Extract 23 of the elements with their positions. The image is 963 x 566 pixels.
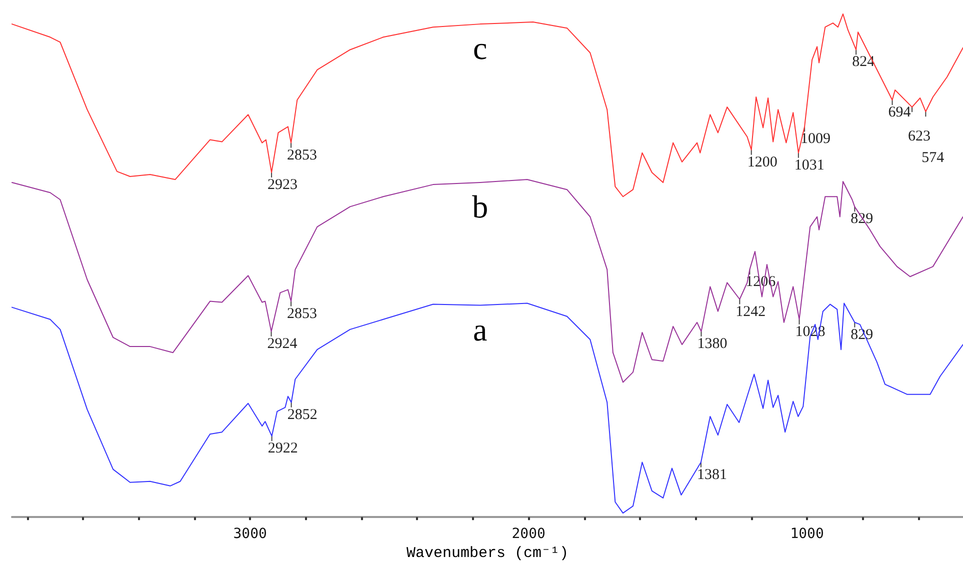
x-tick-label: 1000 [790, 526, 824, 542]
annotation: 1031 [794, 157, 824, 174]
x-tick-label: 2000 [512, 526, 546, 542]
annotation: 2853 [287, 147, 318, 164]
annotation: 1381 [696, 466, 727, 483]
annotation: 2853 [287, 306, 318, 322]
annotation: 1242 [736, 304, 766, 320]
annotation: 694 [888, 104, 912, 121]
annotation: 2923 [268, 176, 298, 193]
annotation: 1200 [747, 154, 778, 170]
series-label: b [472, 188, 488, 225]
series-label: a [473, 311, 488, 348]
x-axis-title: Wavenumbers (cm⁻¹) [406, 545, 569, 562]
series-label: c [473, 30, 488, 66]
x-tick-label: 3000 [233, 526, 267, 542]
annotation: 1380 [697, 336, 728, 352]
annotation: 2922 [268, 440, 298, 457]
annotation: 824 [852, 54, 876, 70]
annotation: 2852 [287, 406, 318, 423]
annotation: 2924 [267, 336, 298, 352]
annotation: 623 [908, 128, 931, 145]
annotation: 574 [922, 150, 945, 166]
annotation: 1009 [800, 131, 831, 148]
